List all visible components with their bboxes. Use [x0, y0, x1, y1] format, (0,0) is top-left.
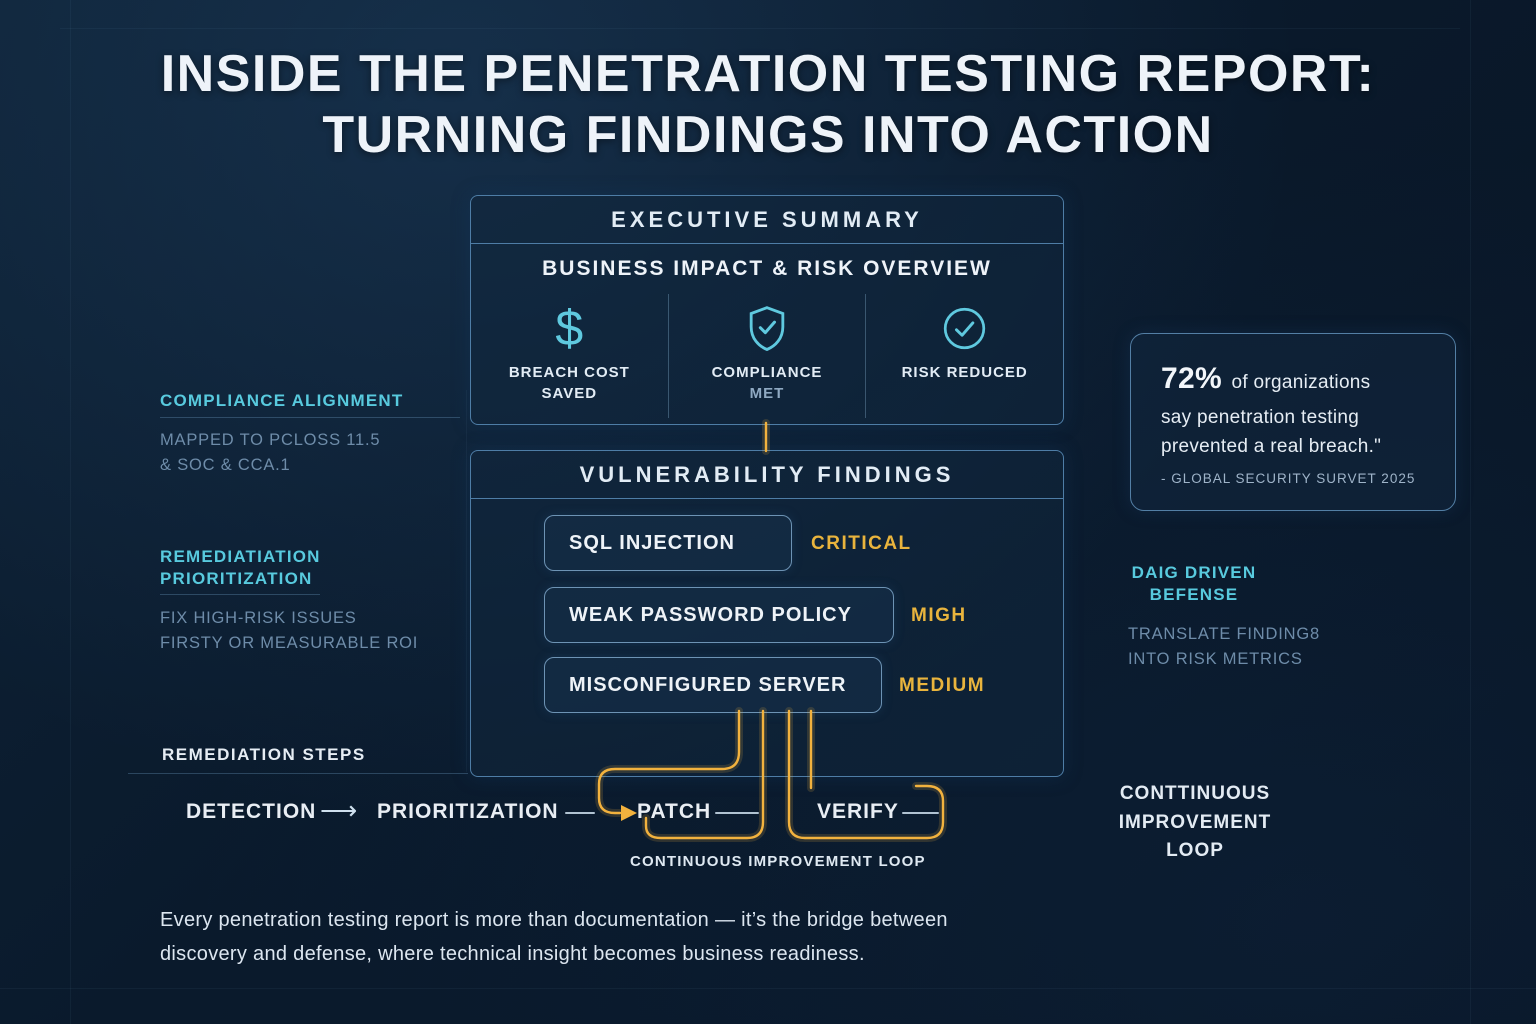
stat-line3: prevented a real breach.": [1161, 435, 1382, 457]
stat-card: 72% of organizations say penetration tes…: [1130, 333, 1456, 511]
severity-medium: MEDIUM: [899, 675, 986, 696]
right-improvement-loop-note: CONTTINUOUS IMPROVEMENT LOOP: [1118, 783, 1272, 861]
grid-line: [70, 0, 71, 1024]
data-driven-defense-body: TRANSLATE FINDING8 INTO RISK METRICS: [1128, 625, 1320, 668]
vulnerability-weak-password: WEAK PASSWORD POLICY: [544, 587, 894, 643]
executive-summary-header: EXECUTIVE SUMMARY: [471, 196, 1063, 244]
grid-line: [60, 28, 1460, 29]
divider: [128, 773, 468, 774]
remediation-prioritization-heading: REMEDIATIATION PRIORITIZATION: [160, 547, 321, 589]
compliance-alignment-heading: COMPLIANCE ALIGNMENT: [160, 391, 404, 410]
compliance-alignment-body: MAPPED TO PCLOSS 11.5 & SOC & CCA.1: [160, 431, 381, 474]
stat-line2: say penetration testing: [1161, 406, 1360, 428]
vulnerability-misconfigured-server: MISCONFIGURED SERVER: [544, 657, 882, 713]
flow-step-prioritization: PRIORITIZATION: [377, 800, 559, 823]
page-title: INSIDE THE PENETRATION TESTING REPORT: T…: [0, 44, 1536, 167]
flow-step-verify: VERIFY: [817, 800, 899, 823]
shield-check-icon: [747, 300, 787, 356]
grid-line: [0, 988, 1536, 989]
remediation-prioritization-body: FIX HIGH-RISK ISSUES FIRSTY OR MEASURABL…: [160, 609, 419, 652]
vulnerability-findings-header: VULNERABILITY FINDINGS: [471, 451, 1063, 499]
vulnerability-sql-injection: SQL INJECTION: [544, 515, 792, 571]
stat-value: 72%: [1161, 362, 1222, 395]
divider: [160, 417, 460, 418]
check-circle-icon: [942, 300, 987, 356]
executive-summary-panel: EXECUTIVE SUMMARY BUSINESS IMPACT & RISK…: [470, 195, 1064, 425]
flow-step-detection: DETECTION: [186, 800, 317, 823]
remediation-steps-heading: REMEDIATION STEPS: [162, 745, 366, 764]
severity-high: MIGH: [911, 605, 967, 626]
page-title-line1: INSIDE THE PENETRATION TESTING REPORT:: [160, 45, 1376, 103]
severity-critical: CRITICAL: [811, 533, 912, 554]
executive-summary-items: $ BREACH COST SAVED COM: [471, 294, 1063, 418]
compliance-label: COMPLIANCE MET: [711, 364, 823, 402]
compliance-item: COMPLIANCE MET: [667, 294, 866, 418]
dollar-glyph: $: [555, 300, 584, 356]
stat-line1: 72% of organizations: [1161, 362, 1371, 395]
dollar-icon: $: [555, 300, 583, 356]
risk-reduced-label: RISK REDUCED: [901, 364, 1028, 381]
breach-cost-item: $ BREACH COST SAVED: [471, 294, 668, 418]
breach-cost-label: BREACH COST SAVED: [508, 364, 630, 402]
business-impact-subheader: BUSINESS IMPACT & RISK OVERVIEW: [542, 257, 992, 280]
grid-line: [1470, 0, 1471, 1024]
data-driven-defense-heading: DAIG DRIVEN BEFENSE: [1131, 563, 1257, 605]
continuous-improvement-loop-label: CONTINUOUS IMPROVEMENT LOOP: [630, 853, 926, 870]
divider: [160, 594, 320, 595]
footer-text: Every penetration testing report is more…: [160, 909, 948, 965]
vulnerability-findings-panel: VULNERABILITY FINDINGS SQL INJECTION CRI…: [470, 450, 1064, 777]
grid-line: [466, 390, 467, 772]
page-title-line2: TURNING FINDINGS INTO ACTION: [322, 106, 1214, 165]
risk-reduced-item: RISK REDUCED: [865, 294, 1063, 418]
stat-source: - GLOBAL SECURITY SURVET 2025: [1161, 471, 1416, 487]
flow-step-patch: PATCH: [637, 800, 712, 823]
arrow-right-icon: ⟶: [320, 795, 358, 825]
